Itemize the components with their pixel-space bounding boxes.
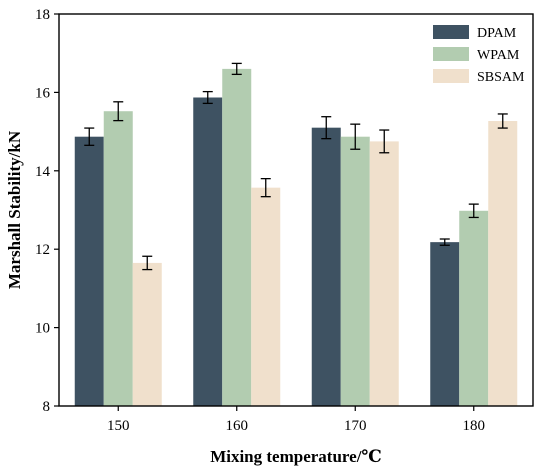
bar-dpam-150 xyxy=(74,136,104,407)
error-bar-sbsam-150 xyxy=(142,255,153,271)
bar-wpam-170 xyxy=(340,136,370,407)
y-tick-label: 16 xyxy=(35,85,51,101)
error-bar-sbsam-170 xyxy=(379,129,390,154)
y-tick-label: 8 xyxy=(43,399,51,415)
y-tick-label: 18 xyxy=(35,7,50,23)
x-tick-label: 150 xyxy=(107,418,130,434)
error-bar-wpam-170 xyxy=(350,123,361,150)
x-tick-label: 180 xyxy=(463,418,486,434)
x-tick-label: 170 xyxy=(344,418,367,434)
legend-swatch-dpam xyxy=(433,25,469,39)
bar-dpam-160 xyxy=(193,97,223,406)
error-bar-dpam-180 xyxy=(439,238,450,246)
error-bar-sbsam-160 xyxy=(260,177,271,198)
bar-sbsam-160 xyxy=(251,187,281,406)
bar-sbsam-170 xyxy=(369,141,399,406)
error-bar-dpam-160 xyxy=(202,90,213,105)
x-axis-title: Mixing temperature/℃ xyxy=(210,447,382,466)
bar-sbsam-150 xyxy=(132,262,162,406)
error-bar-dpam-170 xyxy=(321,116,332,140)
y-tick-label: 10 xyxy=(35,321,50,337)
plot-frame xyxy=(58,13,534,407)
bar-dpam-180 xyxy=(430,242,460,406)
y-tick-label: 14 xyxy=(35,164,51,180)
y-axis-title: Marshall Stability/kN xyxy=(5,130,24,289)
legend-swatch-sbsam xyxy=(433,69,469,83)
bar-wpam-180 xyxy=(459,210,489,406)
x-tick-label: 160 xyxy=(226,418,249,434)
error-bar-wpam-160 xyxy=(231,62,242,76)
bar-wpam-150 xyxy=(103,111,133,406)
bar-dpam-170 xyxy=(311,127,341,407)
bar-sbsam-180 xyxy=(488,121,518,407)
legend-label-wpam: WPAM xyxy=(477,48,520,63)
legend-label-sbsam: SBSAM xyxy=(477,70,525,85)
legend-swatch-wpam xyxy=(433,47,469,61)
legend-label-dpam: DPAM xyxy=(477,26,517,41)
legend: DPAM WPAM SBSAM xyxy=(433,25,525,85)
error-bar-wpam-180 xyxy=(468,203,479,219)
bar-wpam-160 xyxy=(222,68,252,406)
error-bar-dpam-150 xyxy=(84,127,95,146)
error-bar-wpam-150 xyxy=(113,101,124,122)
y-tick-label: 12 xyxy=(35,242,50,258)
error-bar-sbsam-180 xyxy=(497,113,508,129)
